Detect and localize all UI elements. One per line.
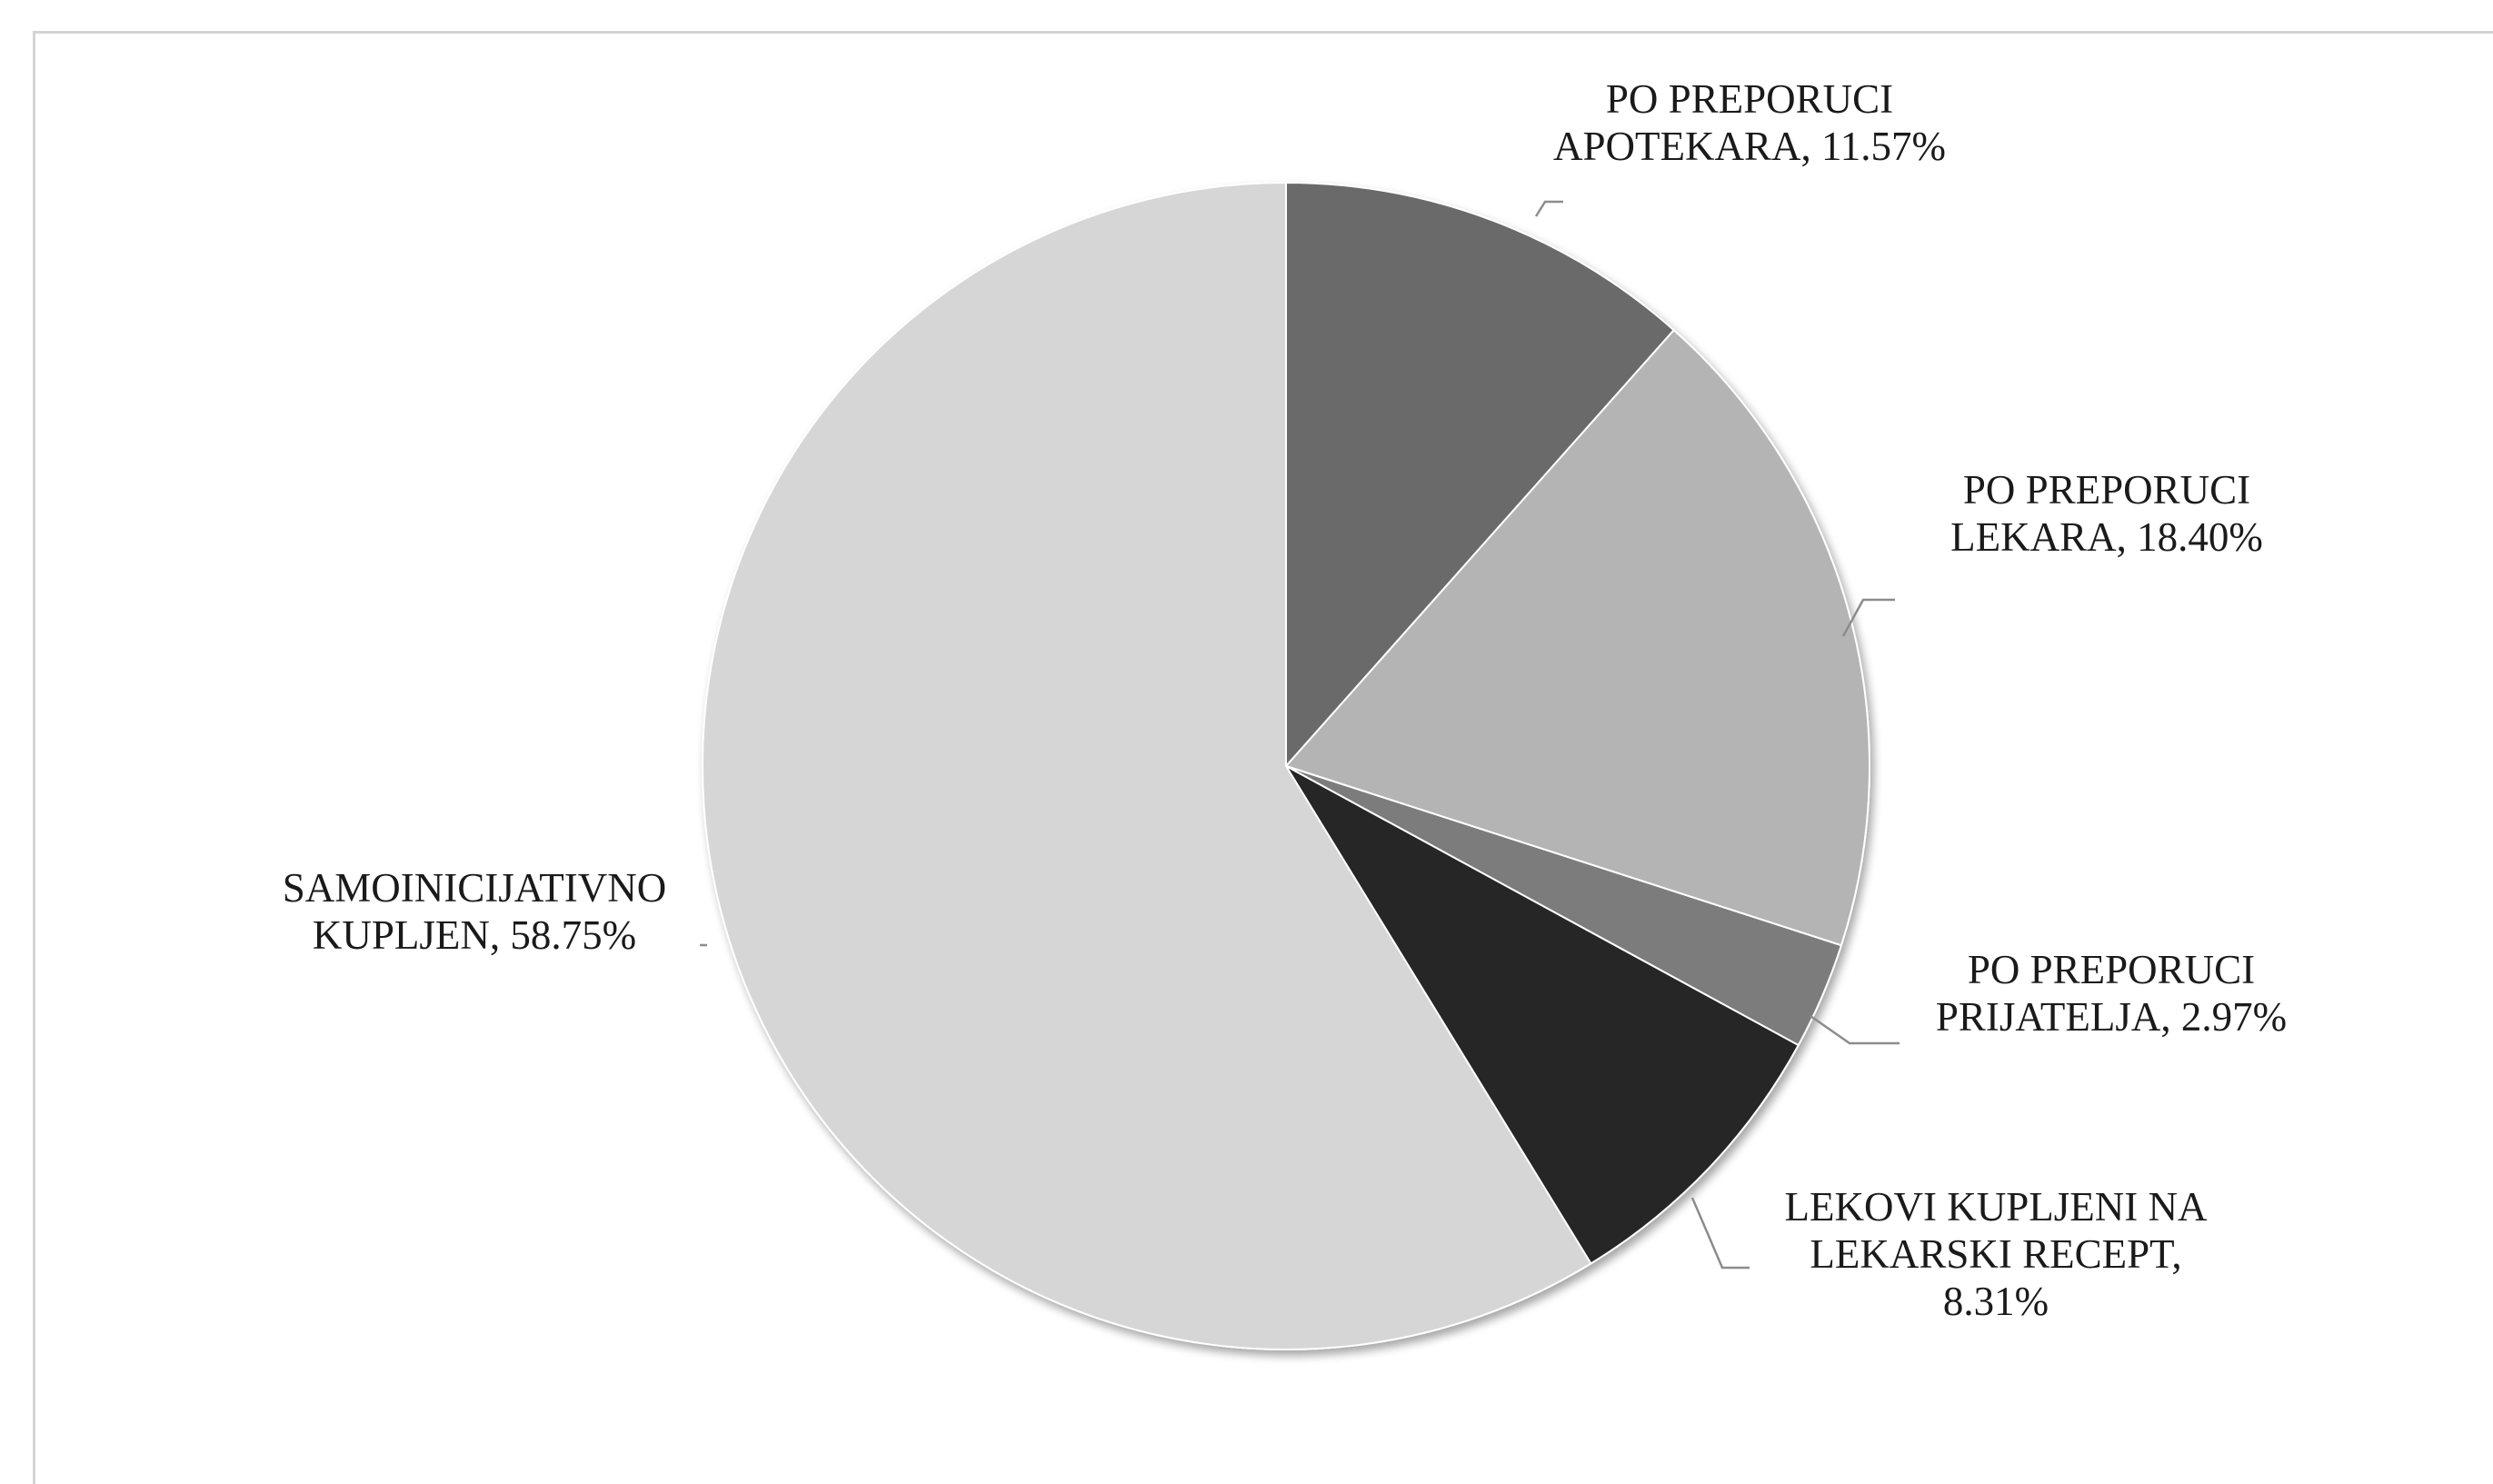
data-label-line: LEKARA, 18.40% [1950, 514, 2263, 560]
pie-slice-po-preporuci-lekara [1284, 328, 1870, 947]
pie-slices [702, 181, 1870, 1350]
data-label-line: PRIJATELJA, 2.97% [1936, 994, 2287, 1040]
data-label-line: KUPLJEN, 58.75% [313, 912, 636, 958]
pie-slice-po-preporuci-apotekara [1285, 181, 1676, 769]
data-label-line: PO PREPORUCI [1606, 76, 1893, 122]
data-label-line: APOTEKARA, 11.57% [1553, 124, 1946, 169]
leader-line [1534, 200, 1563, 217]
data-label-line: PO PREPORUCI [1968, 947, 2255, 992]
data-label-line: PO PREPORUCI [1963, 467, 2250, 513]
data-label-line: 8.31% [1943, 1279, 2049, 1324]
data-label: PO PREPORUCI LEKARA, 18.40% [1950, 467, 2263, 560]
leader-line [1810, 1014, 1900, 1045]
leader-line [1841, 598, 1895, 637]
data-label: PO PREPORUCI APOTEKARA, 11.57% [1553, 76, 1946, 169]
data-label-line: LEKARSKI RECEPT, [1810, 1231, 2181, 1277]
data-label: PO PREPORUCI PRIJATELJA, 2.97% [1936, 947, 2287, 1040]
slice-labels: PO PREPORUCI APOTEKARA, 11.57%PO PREPORUC… [283, 76, 2287, 1324]
data-label: SAMOINICIJATIVNO KUPLJEN, 58.75% [283, 865, 667, 958]
data-label-line: SAMOINICIJATIVNO [283, 865, 667, 911]
data-label: LEKOVI KUPLJENI NA LEKARSKI RECEPT, 8.31% [1785, 1184, 2208, 1324]
data-label-line: LEKOVI KUPLJENI NA [1785, 1184, 2208, 1230]
pie-slice-lekovi-kupljeni-na-lekarski-recept [1283, 763, 1800, 1265]
leader-line [1690, 1197, 1750, 1270]
pie-slice-samoinicijativno-kupljen [702, 181, 1592, 1350]
leader-lines [700, 200, 1900, 1270]
